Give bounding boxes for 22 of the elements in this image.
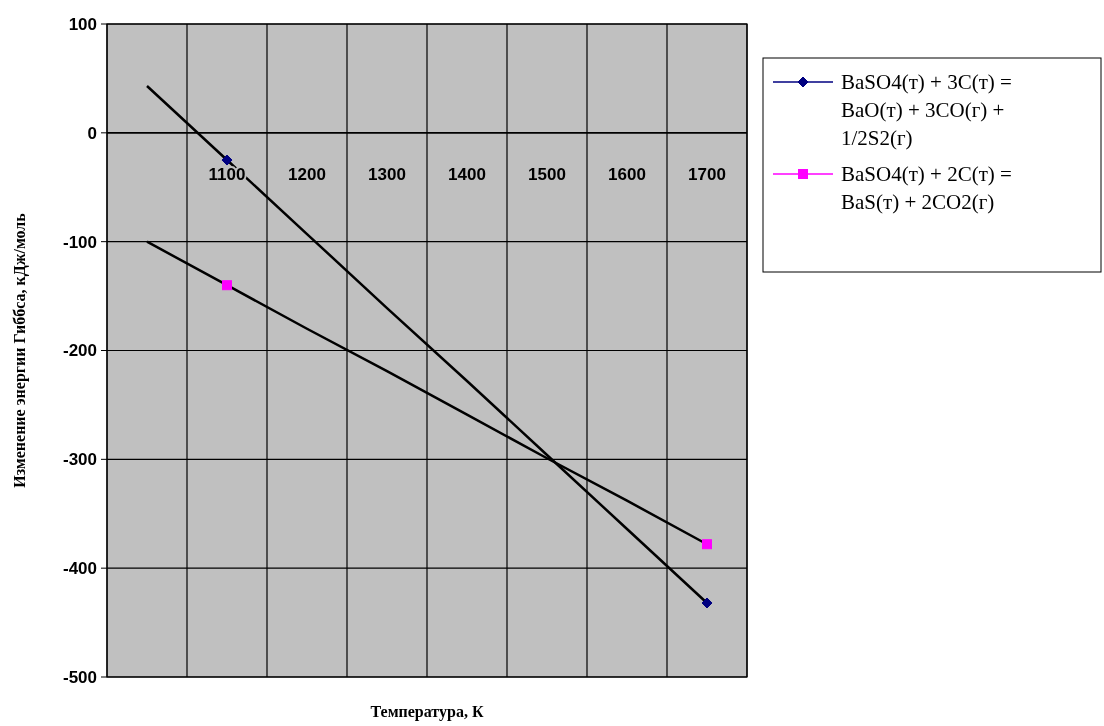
y-tick-label: -200 xyxy=(62,341,97,361)
x-axis-title: Температура, К xyxy=(370,703,484,721)
y-tick-label: -100 xyxy=(62,232,97,252)
x-tick-label: 1400 xyxy=(448,164,486,184)
x-tick-label: 1100 xyxy=(208,164,246,184)
y-tick-label: 0 xyxy=(87,123,97,143)
y-tick-label: -300 xyxy=(62,450,97,470)
x-tick-label: 1300 xyxy=(368,164,406,184)
point xyxy=(702,539,712,550)
x-tick-label: 1500 xyxy=(528,164,566,184)
legend-label: BaSO4(т) + 3C(т) = BaO(т) + 3CO(г) + 1/2S2(г) xyxy=(841,70,1012,151)
point xyxy=(221,154,233,166)
x-tick-label: 1700 xyxy=(688,164,726,184)
y-tick-label: -400 xyxy=(62,559,97,579)
x-tick-label: 1600 xyxy=(608,164,646,184)
y-axis-title: Изменение энергии Гиббса, кДж/моль xyxy=(11,212,29,488)
point xyxy=(701,597,713,609)
legend-label: BaSO4(т) + 2C(т) = BaS(т) + 2CO2(г) xyxy=(841,162,1012,215)
point xyxy=(222,280,232,291)
x-tick-label: 1200 xyxy=(288,164,326,184)
y-tick-label: 100 xyxy=(68,14,97,34)
y-tick-label: -500 xyxy=(62,667,97,687)
